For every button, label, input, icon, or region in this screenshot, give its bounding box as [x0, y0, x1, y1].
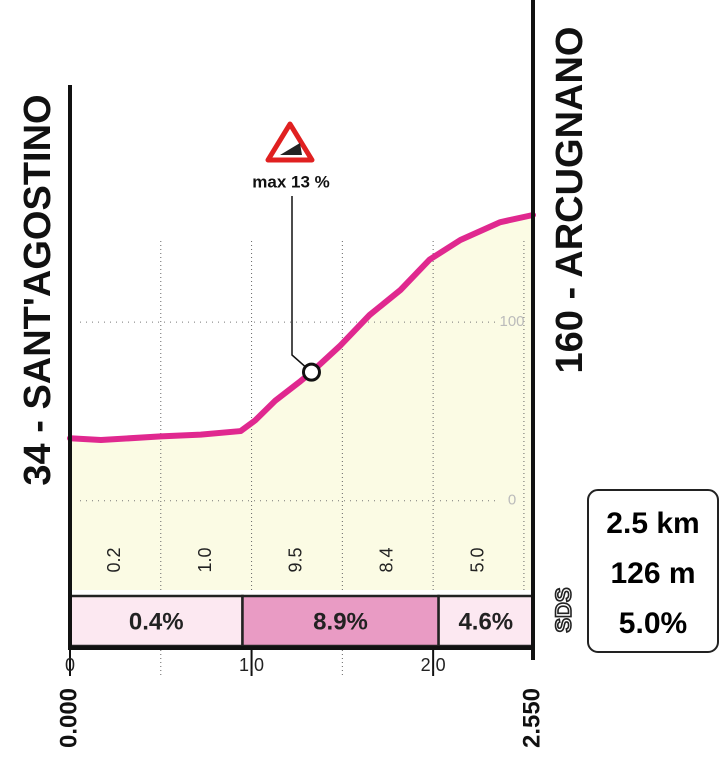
segment-gradient: 8.4 — [376, 547, 396, 572]
x-tick-label: 2.0 — [421, 655, 446, 675]
segment-gradient: 5.0 — [467, 547, 487, 572]
distance-label: 2.550 — [518, 688, 545, 748]
x-tick-label: 1.0 — [239, 655, 264, 675]
segment-gradient: 1.0 — [195, 547, 215, 572]
band-label: 8.9% — [313, 608, 368, 635]
y-tick-label: 100 — [499, 313, 524, 330]
sign-slope — [280, 143, 302, 155]
x-tick-label: 0 — [65, 655, 75, 675]
segment-gradient: 0.2 — [104, 547, 124, 572]
distance-label: 0.000 — [55, 688, 82, 748]
start-label: 34 - SANT'AGOSTINO — [17, 94, 59, 485]
y-tick-label: 0 — [508, 492, 516, 509]
annotation-point — [301, 362, 321, 382]
segment-gradient: 9.5 — [286, 547, 306, 572]
summary-length: 2.5 km — [606, 507, 699, 540]
leader-line — [291, 196, 312, 373]
band-label: 0.4% — [129, 608, 184, 635]
gradient-band — [68, 594, 244, 648]
area-fill — [70, 215, 533, 590]
band-label: 4.6% — [458, 608, 513, 635]
logo: SDS — [551, 587, 576, 632]
summary-gradient: 5.0% — [619, 607, 687, 640]
summary-gain: 126 m — [610, 557, 695, 590]
end-label: 160 - ARCUGNANO — [549, 27, 591, 374]
annotation-text: max 13 % — [252, 172, 330, 191]
summary-box — [587, 489, 719, 653]
